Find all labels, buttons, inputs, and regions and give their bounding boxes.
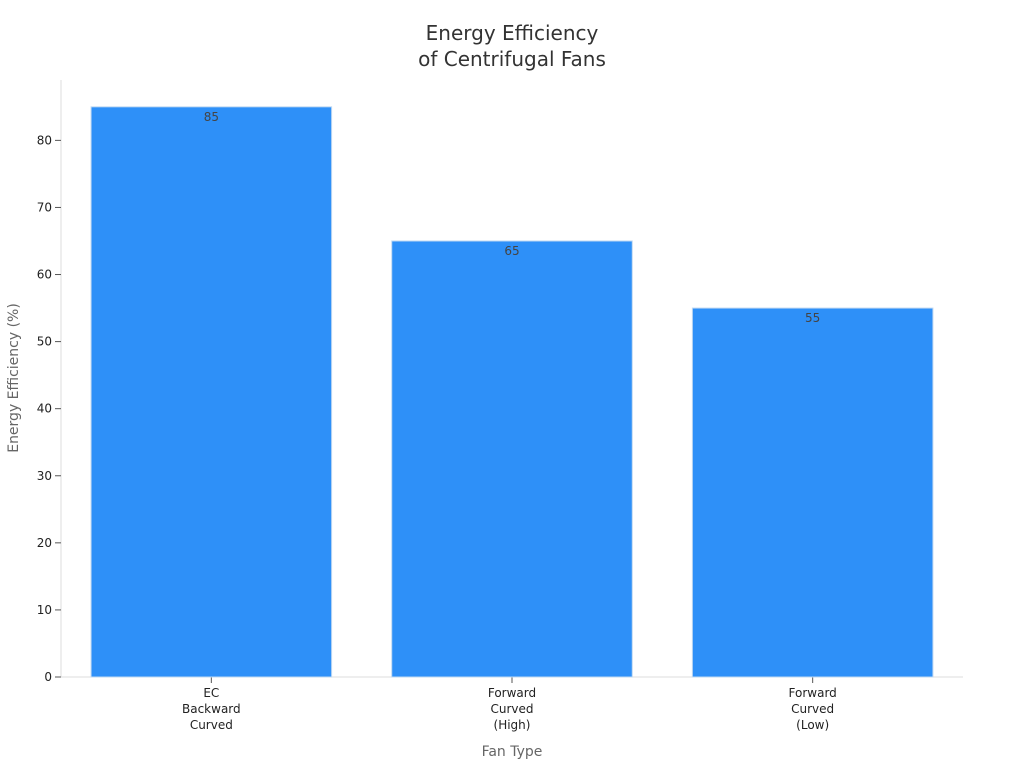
x-tick-label-line: Curved (791, 702, 834, 716)
y-tick-label: 80 (37, 133, 52, 147)
y-axis-title: Energy Efficiency (%) (6, 303, 22, 453)
y-tick-label: 40 (37, 402, 52, 416)
x-tick-label: EC Backward Curved (182, 686, 241, 732)
y-tick-label: 30 (37, 469, 52, 483)
bar[interactable] (691, 307, 934, 678)
y-tick-label: 0 (44, 670, 52, 684)
bar-value-label: 65 (504, 244, 519, 258)
x-tick-label: Forward Curved (High) (488, 686, 536, 732)
x-tick-label-line: Forward (488, 686, 536, 700)
y-tick-label: 70 (37, 200, 52, 214)
data-labels: 85 65 55 (204, 110, 821, 325)
chart-title-line-1: Energy Efficiency (426, 21, 599, 45)
x-tick-label-line: Curved (190, 718, 233, 732)
y-tick-label: 20 (37, 536, 52, 550)
x-tick-label-line: Curved (490, 702, 533, 716)
bar-value-label: 85 (204, 110, 219, 124)
chart-title-line-2: of Centrifugal Fans (418, 47, 606, 71)
x-tick-label-line: (Low) (796, 718, 829, 732)
x-tick-label-line: Backward (182, 702, 241, 716)
bar[interactable] (90, 106, 333, 678)
y-tick-label: 50 (37, 335, 52, 349)
x-axis-title: Fan Type (482, 744, 543, 760)
bar[interactable] (391, 240, 633, 678)
x-tick-label-line: Forward (789, 686, 837, 700)
bar-series (90, 106, 934, 678)
x-tick-label-line: EC (203, 686, 219, 700)
bar-value-label: 55 (805, 311, 820, 325)
y-tick-label: 60 (37, 268, 52, 282)
x-tick-label: Forward Curved (Low) (789, 686, 837, 732)
chart-title: Energy Efficiency of Centrifugal Fans (418, 21, 606, 71)
x-tick-label-line: (High) (494, 718, 531, 732)
y-axis: 0 10 20 30 40 50 60 70 80 (37, 80, 62, 684)
y-tick-label: 10 (37, 603, 52, 617)
